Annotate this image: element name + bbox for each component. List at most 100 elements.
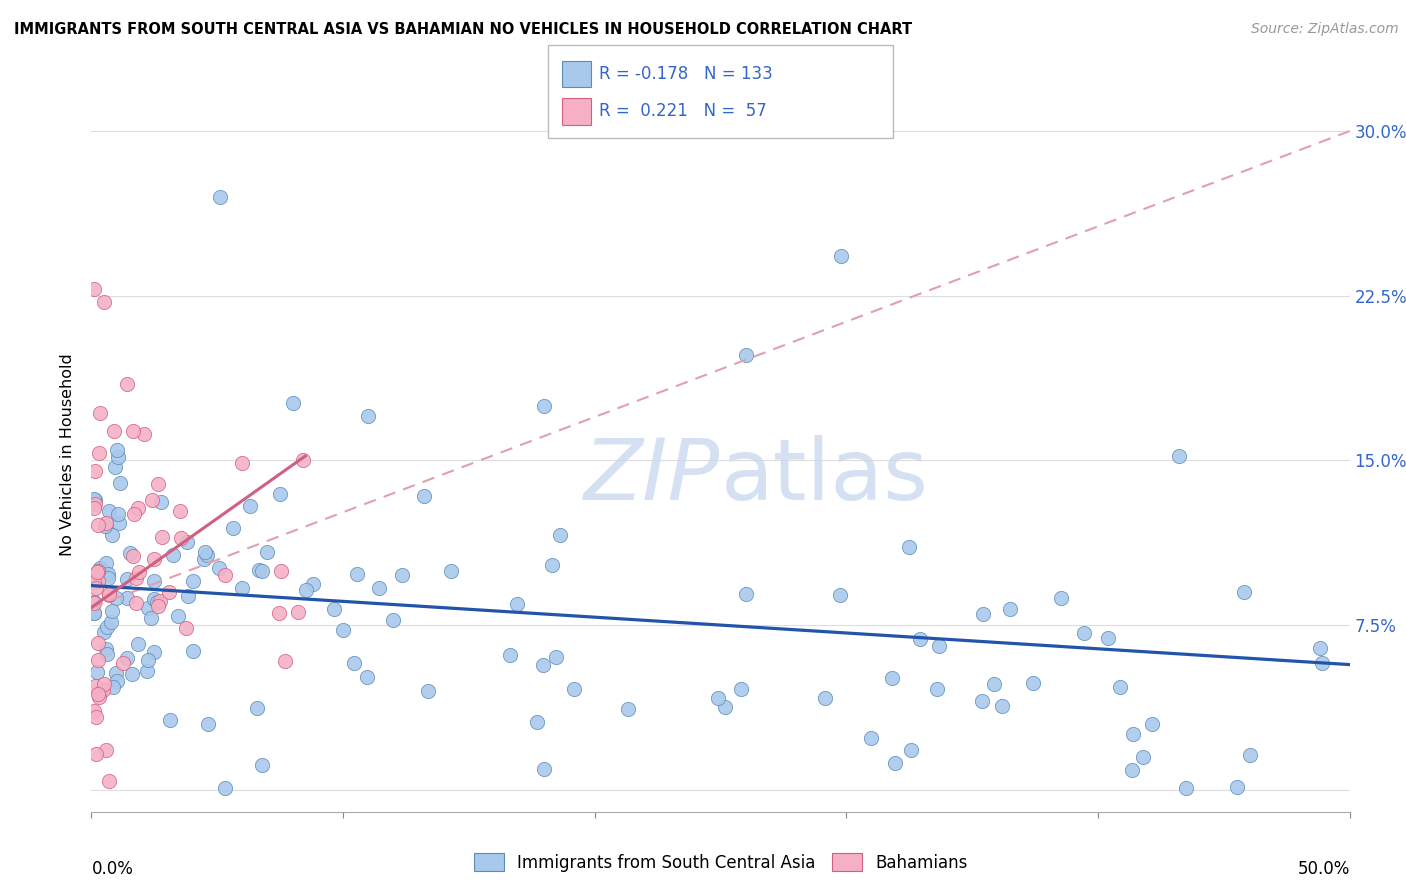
Point — [1310, 656, 1333, 670]
Point — [991, 699, 1014, 714]
Point — [136, 600, 159, 615]
Point — [274, 655, 297, 669]
Point — [860, 731, 883, 745]
Point — [900, 743, 922, 757]
Point — [925, 682, 948, 697]
Point — [128, 565, 150, 579]
Point — [1109, 680, 1132, 694]
Point — [391, 568, 413, 582]
Text: IMMIGRANTS FROM SOUTH CENTRAL ASIA VS BAHAMIAN NO VEHICLES IN HOUSEHOLD CORRELAT: IMMIGRANTS FROM SOUTH CENTRAL ASIA VS BA… — [14, 22, 912, 37]
Point — [105, 673, 128, 688]
Text: 0.0%: 0.0% — [91, 860, 134, 878]
Point — [1233, 585, 1256, 599]
Text: R =  0.221   N =  57: R = 0.221 N = 57 — [599, 103, 766, 120]
Point — [550, 528, 572, 542]
Point — [1226, 780, 1249, 795]
Point — [972, 694, 994, 708]
Point — [115, 591, 138, 605]
Point — [83, 501, 105, 516]
Point — [150, 530, 173, 544]
Point — [928, 640, 950, 654]
Point — [562, 681, 585, 696]
Point — [127, 637, 149, 651]
Point — [98, 504, 121, 518]
Point — [149, 594, 172, 608]
Point — [83, 606, 105, 620]
Point — [134, 427, 156, 442]
Point — [357, 409, 380, 424]
Point — [983, 677, 1005, 691]
Point — [86, 565, 108, 579]
Point — [83, 575, 105, 590]
Point — [115, 572, 138, 586]
Point — [135, 664, 157, 678]
Point — [149, 495, 172, 509]
Point — [323, 602, 346, 616]
Point — [83, 498, 105, 512]
Point — [734, 348, 756, 362]
Point — [440, 564, 463, 578]
Legend: Immigrants from South Central Asia, Bahamians: Immigrants from South Central Asia, Baha… — [467, 847, 974, 879]
Point — [103, 460, 125, 475]
Point — [83, 596, 105, 610]
Point — [98, 587, 121, 601]
Point — [1050, 591, 1073, 605]
Point — [98, 773, 121, 788]
Point — [93, 677, 115, 691]
Point — [83, 606, 105, 620]
Point — [93, 624, 115, 639]
Point — [94, 516, 117, 531]
Point — [83, 595, 105, 609]
Point — [239, 500, 262, 514]
Text: R = -0.178   N = 133: R = -0.178 N = 133 — [599, 65, 773, 83]
Point — [1239, 748, 1261, 763]
Point — [97, 571, 120, 585]
Point — [83, 704, 105, 718]
Point — [343, 657, 366, 671]
Point — [87, 517, 110, 532]
Point — [1073, 626, 1095, 640]
Point — [616, 701, 638, 715]
Point — [143, 574, 166, 588]
Text: Source: ZipAtlas.com: Source: ZipAtlas.com — [1251, 22, 1399, 37]
Point — [1309, 641, 1331, 656]
Point — [292, 453, 315, 467]
Point — [86, 688, 108, 702]
Point — [86, 665, 108, 679]
Point — [142, 551, 165, 566]
Point — [122, 508, 145, 522]
Point — [84, 747, 107, 762]
Point — [1122, 727, 1144, 741]
Point — [136, 653, 159, 667]
Point — [531, 657, 554, 672]
Point — [368, 582, 391, 596]
Point — [908, 632, 931, 646]
Point — [250, 565, 273, 579]
Point — [270, 564, 292, 578]
Point — [884, 756, 907, 770]
Point — [148, 477, 170, 491]
Point — [86, 710, 108, 724]
Point — [267, 607, 290, 621]
Point — [1167, 449, 1189, 463]
Point — [499, 648, 522, 662]
Point — [162, 548, 184, 562]
Point — [142, 591, 165, 606]
Point — [142, 645, 165, 659]
Point — [283, 396, 305, 410]
Point — [122, 424, 145, 438]
Point — [115, 376, 138, 391]
Point — [91, 683, 114, 698]
Point — [972, 607, 994, 622]
Point — [169, 504, 191, 518]
Point — [222, 521, 245, 535]
Point — [546, 649, 568, 664]
Point — [413, 489, 436, 503]
Point — [103, 681, 125, 695]
Point — [127, 500, 149, 515]
Point — [87, 569, 110, 583]
Point — [84, 679, 107, 693]
Point — [89, 690, 111, 705]
Point — [346, 566, 368, 581]
Point — [83, 282, 105, 296]
